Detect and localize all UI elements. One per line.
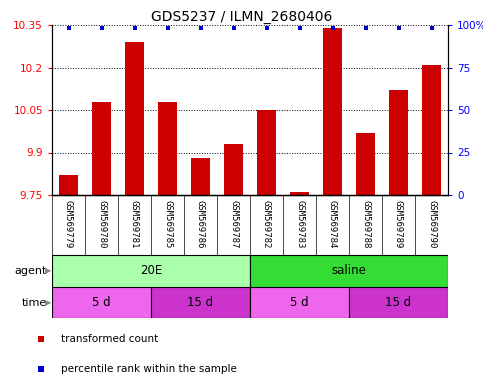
Point bbox=[130, 25, 138, 31]
Point bbox=[164, 25, 171, 31]
Text: GSM569779: GSM569779 bbox=[64, 200, 73, 248]
Bar bbox=[250, 255, 448, 287]
Point bbox=[362, 25, 369, 31]
Bar bbox=[290, 192, 309, 195]
Bar bbox=[151, 287, 250, 318]
Bar bbox=[59, 175, 78, 195]
Text: agent: agent bbox=[15, 266, 47, 276]
Text: GSM569790: GSM569790 bbox=[427, 200, 436, 248]
Bar bbox=[52, 255, 250, 287]
Point bbox=[263, 25, 270, 31]
Point bbox=[37, 336, 45, 342]
Text: ▶: ▶ bbox=[45, 298, 52, 307]
Text: 5 d: 5 d bbox=[92, 296, 111, 309]
Text: GDS5237 / ILMN_2680406: GDS5237 / ILMN_2680406 bbox=[151, 10, 332, 23]
Text: 15 d: 15 d bbox=[187, 296, 213, 309]
Bar bbox=[257, 110, 276, 195]
Text: percentile rank within the sample: percentile rank within the sample bbox=[61, 364, 237, 374]
Bar bbox=[324, 28, 341, 195]
Text: GSM569781: GSM569781 bbox=[130, 200, 139, 248]
Bar bbox=[158, 101, 177, 195]
Point bbox=[197, 25, 204, 31]
Text: GSM569784: GSM569784 bbox=[328, 200, 337, 248]
Text: time: time bbox=[22, 298, 47, 308]
Text: GSM569785: GSM569785 bbox=[163, 200, 172, 248]
Point bbox=[328, 25, 336, 31]
Bar bbox=[92, 101, 111, 195]
Bar bbox=[191, 158, 210, 195]
Text: 15 d: 15 d bbox=[385, 296, 412, 309]
Bar bbox=[389, 90, 408, 195]
Bar bbox=[356, 132, 375, 195]
Bar bbox=[423, 65, 440, 195]
Bar bbox=[126, 42, 143, 195]
Point bbox=[427, 25, 435, 31]
Text: transformed count: transformed count bbox=[61, 334, 158, 344]
Point bbox=[65, 25, 72, 31]
Bar bbox=[250, 287, 349, 318]
Text: ▶: ▶ bbox=[45, 266, 52, 275]
Point bbox=[37, 366, 45, 372]
Point bbox=[229, 25, 237, 31]
Bar bbox=[225, 144, 242, 195]
Point bbox=[395, 25, 402, 31]
Text: GSM569780: GSM569780 bbox=[97, 200, 106, 248]
Bar bbox=[349, 287, 448, 318]
Text: GSM569789: GSM569789 bbox=[394, 200, 403, 248]
Text: GSM569786: GSM569786 bbox=[196, 200, 205, 248]
Text: GSM569787: GSM569787 bbox=[229, 200, 238, 248]
Point bbox=[296, 25, 303, 31]
Text: 5 d: 5 d bbox=[290, 296, 309, 309]
Text: 20E: 20E bbox=[140, 265, 162, 278]
Point bbox=[98, 25, 105, 31]
Text: GSM569782: GSM569782 bbox=[262, 200, 271, 248]
Bar bbox=[52, 287, 151, 318]
Text: GSM569788: GSM569788 bbox=[361, 200, 370, 248]
Text: GSM569783: GSM569783 bbox=[295, 200, 304, 248]
Text: saline: saline bbox=[331, 265, 367, 278]
